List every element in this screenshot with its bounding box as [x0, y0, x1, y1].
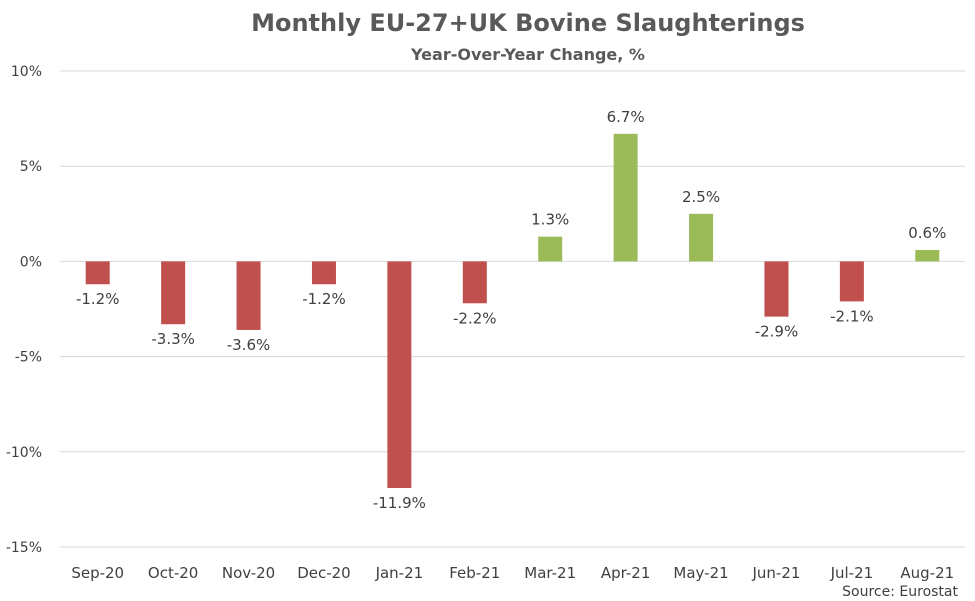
bar-dec-20 [311, 261, 336, 285]
bar-apr-21 [613, 133, 638, 262]
y-tick-label: 0% [20, 254, 42, 270]
data-label: -2.2% [453, 309, 497, 327]
chart-subtitle: Year-Over-Year Change, % [410, 45, 645, 64]
data-label: -2.1% [830, 307, 874, 325]
data-labels: -1.2% -3.3% -3.6% -1.2% -11.9% -2.2% 1.3% 6.7% 2… [76, 108, 946, 512]
data-label: -1.2% [76, 290, 120, 308]
data-label: 6.7% [607, 108, 645, 126]
data-label: -3.3% [151, 330, 195, 348]
x-tick-label: Mar-21 [524, 564, 576, 582]
y-tick-label: -10% [6, 445, 42, 461]
data-label: -11.9% [373, 494, 426, 512]
bar-nov-20 [236, 261, 261, 330]
y-tick-label: 5% [20, 159, 42, 175]
bar-mar-21 [538, 236, 563, 262]
bar-jul-21 [839, 261, 864, 302]
x-tick-label: Sep-20 [71, 564, 124, 582]
x-tick-label: Oct-20 [148, 564, 198, 582]
x-tick-label: Aug-21 [900, 564, 954, 582]
bar-aug-21 [915, 249, 940, 262]
data-label: 2.5% [682, 188, 720, 206]
x-tick-label: Dec-20 [297, 564, 351, 582]
x-tick-label: Jun-21 [751, 564, 800, 582]
bar-oct-20 [161, 261, 186, 325]
chart-title: Monthly EU-27+UK Bovine Slaughterings [251, 9, 805, 37]
data-label: 1.3% [531, 211, 569, 229]
bar-may-21 [689, 213, 714, 262]
x-tick-label: Apr-21 [601, 564, 651, 582]
x-tick-label: Jul-21 [830, 564, 874, 582]
x-tick-label: May-21 [673, 564, 728, 582]
data-label: 0.6% [908, 224, 946, 242]
bar-feb-21 [462, 261, 487, 304]
x-tick-label: Jan-21 [375, 564, 424, 582]
x-tick-label: Feb-21 [449, 564, 500, 582]
bar-sep-20 [85, 261, 110, 285]
x-axis-tick-labels: Sep-20 Oct-20 Nov-20 Dec-20 Jan-21 Feb-21 Mar-… [71, 564, 954, 582]
bars [85, 133, 940, 488]
source-note: Source: Eurostat [842, 584, 958, 600]
data-label: -3.6% [227, 336, 271, 354]
y-tick-label: -5% [15, 350, 42, 366]
bar-jun-21 [764, 261, 789, 317]
y-tick-label: 10% [11, 64, 42, 80]
y-tick-label: -15% [6, 540, 42, 556]
data-label: -2.9% [755, 323, 799, 341]
y-axis-tick-labels: 10% 5% 0% -5% -10% -15% [6, 64, 42, 556]
gridlines [60, 70, 965, 548]
data-label: -1.2% [302, 290, 346, 308]
x-tick-label: Nov-20 [222, 564, 275, 582]
bar-jan-21 [387, 261, 412, 488]
